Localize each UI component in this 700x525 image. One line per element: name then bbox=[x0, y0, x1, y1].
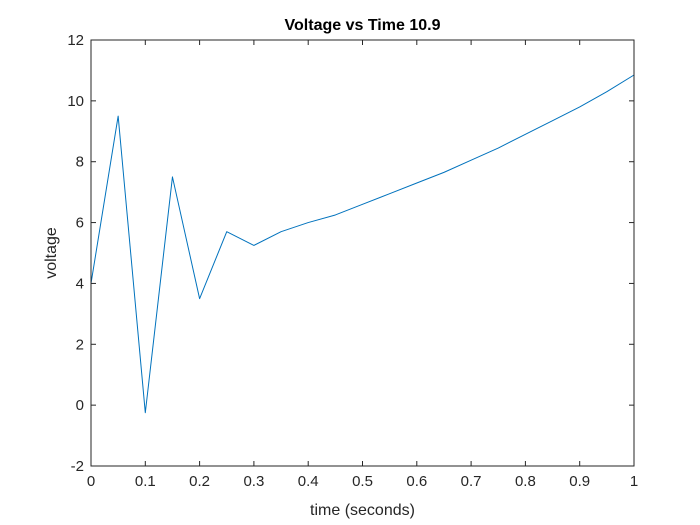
x-tick-labels: 0 0.1 0.2 0.3 0.4 0.5 0.6 0.7 0.8 0.9 1 bbox=[87, 473, 638, 490]
x-tick-label: 0.4 bbox=[298, 473, 319, 490]
y-tick-label: 10 bbox=[67, 93, 84, 110]
y-tick-label: 2 bbox=[76, 336, 84, 353]
x-tick-label: 0.6 bbox=[406, 473, 427, 490]
y-tick-labels: -2 0 2 4 6 8 10 12 bbox=[67, 32, 84, 475]
axes-box bbox=[90, 39, 635, 467]
y-axis-label: voltage bbox=[43, 227, 60, 279]
x-axis-label: time (seconds) bbox=[310, 502, 415, 519]
x-tick-label: 0.2 bbox=[189, 473, 210, 490]
y-tick-label: 12 bbox=[67, 32, 84, 49]
x-tick-label: 0.3 bbox=[243, 473, 264, 490]
x-tick-label: 0 bbox=[87, 473, 95, 490]
plot-area bbox=[91, 40, 634, 466]
chart-title: Voltage vs Time 10.9 bbox=[285, 17, 441, 34]
y-tick-label: 4 bbox=[76, 275, 84, 292]
x-tick-label: 1 bbox=[630, 473, 638, 490]
x-tick-label: 0.5 bbox=[352, 473, 373, 490]
x-tick-label: 0.9 bbox=[569, 473, 590, 490]
y-tick-label: -2 bbox=[71, 458, 84, 475]
y-tick-label: 0 bbox=[76, 397, 84, 414]
y-tick-label: 8 bbox=[76, 154, 84, 171]
x-tick-label: 0.8 bbox=[515, 473, 536, 490]
series-line bbox=[90, 74, 635, 414]
x-tick-label: 0.1 bbox=[135, 473, 156, 490]
series-group bbox=[90, 74, 635, 414]
x-tick-label: 0.7 bbox=[461, 473, 482, 490]
y-tick-label: 6 bbox=[76, 215, 84, 232]
